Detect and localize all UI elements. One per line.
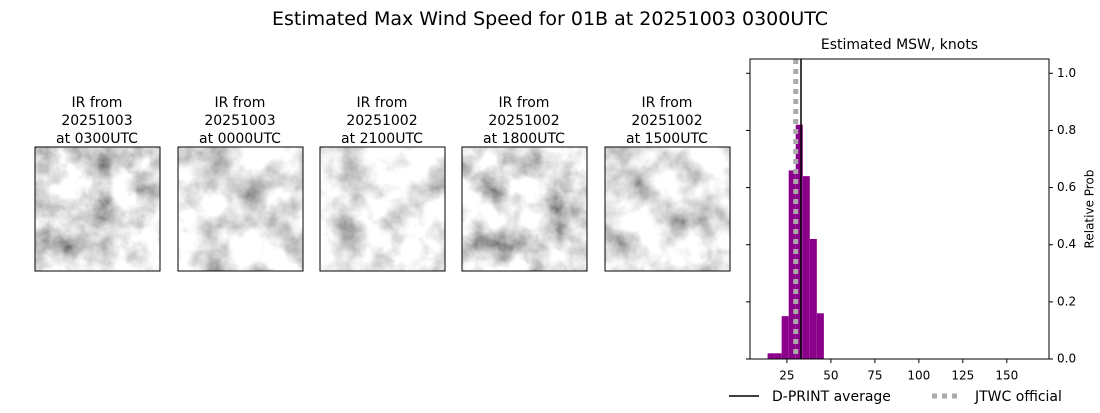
- y-tick-label: 0.2: [1057, 294, 1076, 308]
- bar: [767, 353, 775, 359]
- bar: [795, 124, 803, 359]
- x-tick-label: 150: [995, 369, 1018, 383]
- panel-label: 20251002: [346, 113, 417, 129]
- panel-label: at 1800UTC: [483, 131, 565, 147]
- y-tick-label: 1.0: [1057, 66, 1076, 80]
- legend-label: D-PRINT average: [772, 389, 891, 405]
- figure-title: Estimated Max Wind Speed for 01B at 2025…: [272, 8, 828, 30]
- image-frame: [34, 146, 161, 272]
- x-tick-label: 50: [823, 369, 838, 383]
- ir-image: [35, 147, 160, 271]
- panel-label: IR from: [357, 95, 408, 111]
- bar: [788, 170, 796, 359]
- ir-image: [178, 147, 303, 271]
- ir-image: [320, 147, 445, 271]
- bar: [802, 176, 810, 359]
- x-tick-label: 100: [907, 369, 930, 383]
- panel-label: IR from: [642, 95, 693, 111]
- ir-image: [605, 147, 730, 271]
- panel-label: IR from: [215, 95, 266, 111]
- y-tick-label: 0.0: [1057, 352, 1076, 366]
- y-tick-label: 0.6: [1057, 180, 1076, 194]
- plot-frame: [749, 58, 1050, 360]
- panel-label: IR from: [72, 95, 123, 111]
- ir-image: [462, 147, 587, 271]
- image-frame: [604, 146, 731, 272]
- image-frame: [177, 146, 304, 272]
- y-tick-label: 0.8: [1057, 123, 1076, 137]
- panel-label: IR from: [499, 95, 550, 111]
- y-axis-label: Relative Prob: [1083, 170, 1097, 249]
- panel-label: at 2100UTC: [341, 131, 423, 147]
- image-frame: [319, 146, 446, 272]
- y-tick-label: 0.4: [1057, 237, 1076, 251]
- panel-label: 20251002: [488, 113, 559, 129]
- bar: [809, 239, 817, 359]
- panel-label: 20251002: [631, 113, 702, 129]
- bar: [816, 313, 824, 359]
- panels: IR from 20251003 at 0300UTC IR from 20251003…: [34, 95, 731, 272]
- x-tick-label: 75: [867, 369, 882, 383]
- panel-label: 20251003: [204, 113, 275, 129]
- image-frame: [461, 146, 588, 272]
- histogram: Estimated MSW, knots 25 50 75 100 125 150 0.0 0.…: [729, 37, 1097, 405]
- bar: [774, 353, 782, 359]
- panel-label: at 0000UTC: [199, 131, 281, 147]
- x-tick-label: 125: [951, 369, 974, 383]
- legend-label: JTWC official: [974, 389, 1062, 405]
- panel-label: at 1500UTC: [626, 131, 708, 147]
- panel-label: 20251003: [61, 113, 132, 129]
- x-tick-label: 25: [779, 369, 794, 383]
- panel-label: at 0300UTC: [56, 131, 138, 147]
- bar: [781, 316, 789, 359]
- subplot-title: Estimated MSW, knots: [821, 37, 978, 53]
